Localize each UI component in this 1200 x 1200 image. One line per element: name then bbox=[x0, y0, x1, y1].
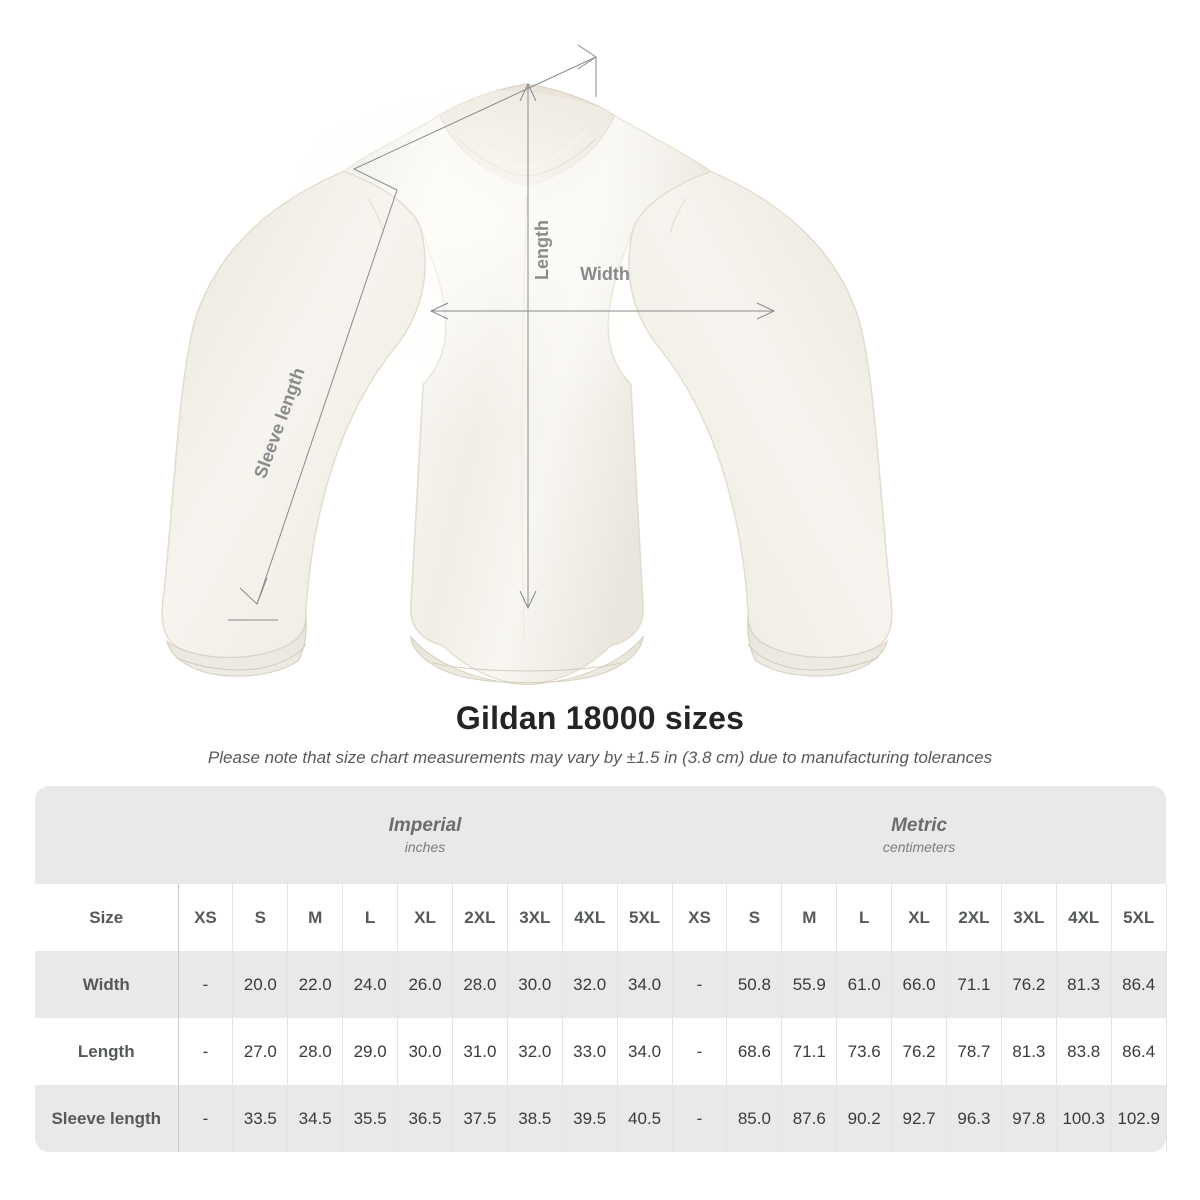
svg-text:Width: Width bbox=[580, 264, 630, 284]
svg-text:Length: Length bbox=[532, 220, 552, 280]
